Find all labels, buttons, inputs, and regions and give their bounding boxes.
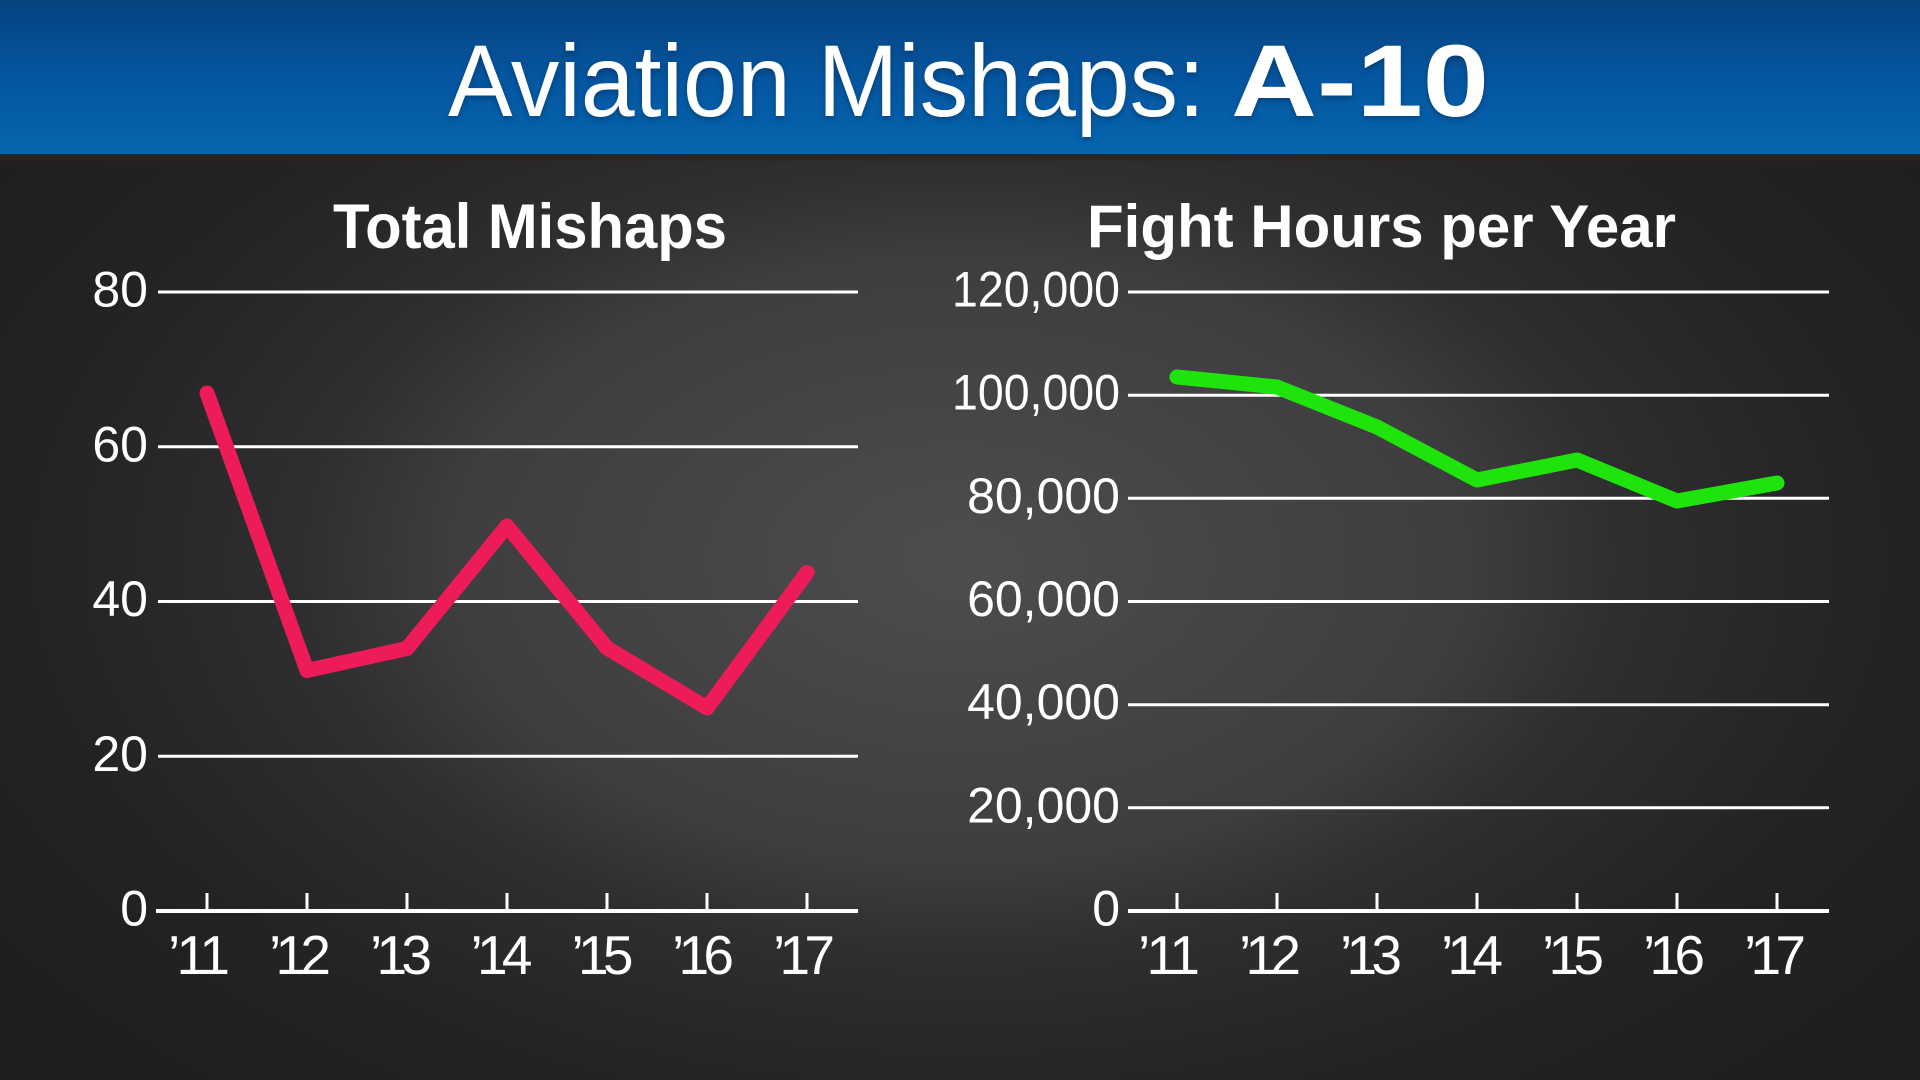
- svg-text:’12: ’12: [269, 924, 331, 986]
- svg-text:40,000: 40,000: [967, 674, 1120, 730]
- svg-text:Fight Hours per Year: Fight Hours per Year: [1087, 193, 1676, 260]
- svg-text:’15: ’15: [572, 924, 634, 986]
- svg-text:’16: ’16: [1643, 924, 1705, 986]
- svg-text:’17: ’17: [1744, 924, 1806, 986]
- svg-text:0: 0: [120, 881, 148, 937]
- svg-text:’15: ’15: [1542, 924, 1604, 986]
- svg-text:’12: ’12: [1239, 924, 1301, 986]
- svg-text:’17: ’17: [773, 924, 835, 986]
- svg-text:80,000: 80,000: [967, 468, 1120, 524]
- svg-text:Aviation Mishaps:: Aviation Mishaps:: [448, 24, 1205, 138]
- svg-text:80: 80: [92, 262, 148, 318]
- svg-text:’11: ’11: [168, 924, 230, 986]
- svg-text:100,000: 100,000: [952, 365, 1120, 421]
- svg-text:A-10: A-10: [1231, 24, 1489, 138]
- svg-text:0: 0: [1092, 881, 1120, 937]
- svg-text:’13: ’13: [1340, 924, 1402, 986]
- svg-text:60: 60: [92, 416, 148, 472]
- svg-text:40: 40: [92, 571, 148, 627]
- svg-text:60,000: 60,000: [967, 571, 1120, 627]
- svg-text:’14: ’14: [471, 924, 533, 986]
- svg-text:20,000: 20,000: [967, 777, 1120, 833]
- svg-text:120,000: 120,000: [952, 262, 1120, 318]
- svg-text:Total Mishaps: Total Mishaps: [333, 192, 727, 262]
- svg-text:20: 20: [92, 726, 148, 782]
- svg-text:’16: ’16: [672, 924, 734, 986]
- svg-text:’11: ’11: [1138, 924, 1200, 986]
- svg-text:’14: ’14: [1441, 924, 1503, 986]
- svg-text:’13: ’13: [370, 924, 432, 986]
